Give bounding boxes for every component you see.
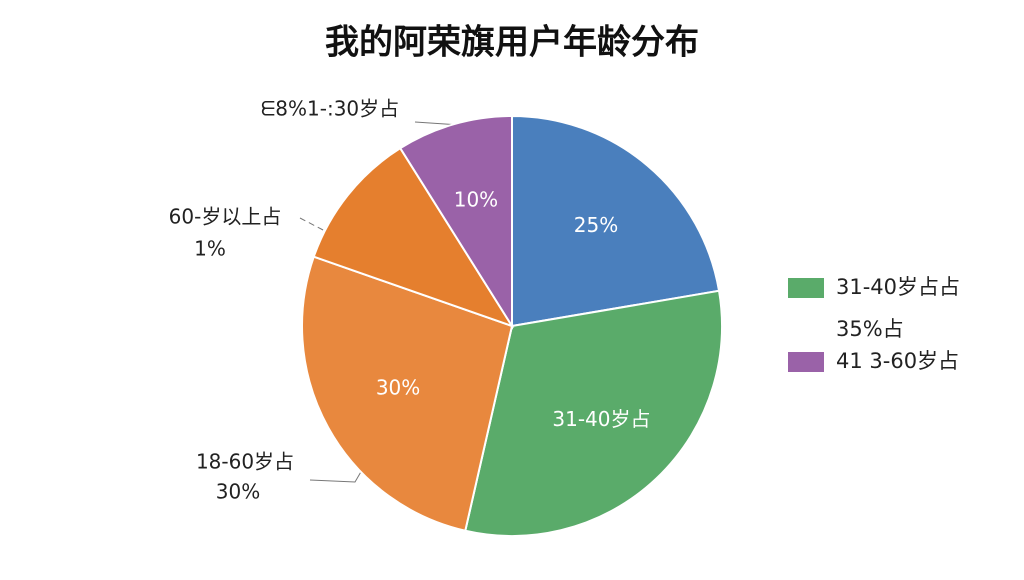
pie-slice xyxy=(398,114,513,330)
pie-slice xyxy=(312,146,515,328)
legend-label: 31-40岁占占 xyxy=(836,275,960,299)
slice-label: 10% xyxy=(454,187,498,211)
leader-line xyxy=(309,469,363,483)
annotation: 1% xyxy=(194,237,226,261)
annotation: ᗴ8%1-:30岁占 xyxy=(261,97,399,121)
chart-title: 我的阿荣旗用户年龄分布 xyxy=(325,23,699,63)
legend-swatch xyxy=(788,278,824,298)
annotation: 60-岁以上占 xyxy=(169,205,282,229)
legend-label: 41 3-60岁占 xyxy=(836,349,959,373)
legend-swatch xyxy=(788,352,824,372)
pie-slice xyxy=(301,255,514,532)
slice-label: 30% xyxy=(376,375,420,399)
pie-slice xyxy=(464,289,723,537)
annotation: 30% xyxy=(216,480,260,504)
annotation: 18-60岁占 xyxy=(196,450,294,474)
slice-label: 31-40岁占 xyxy=(552,407,650,431)
pie-slice xyxy=(511,114,721,328)
legend-label: 35%占 xyxy=(836,317,904,341)
slice-label: 25% xyxy=(574,213,618,237)
